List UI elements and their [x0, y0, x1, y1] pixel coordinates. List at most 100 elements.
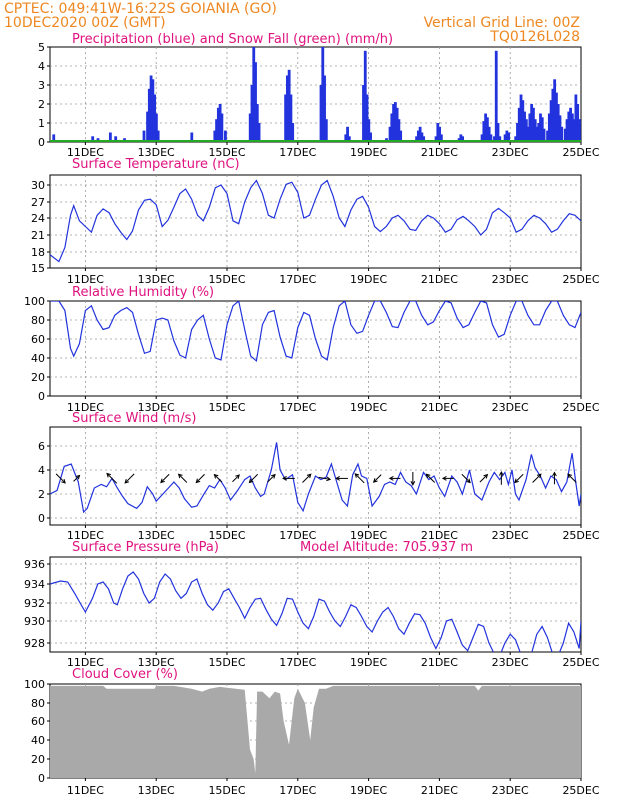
precip-bar [551, 88, 555, 142]
wind-arrow [410, 472, 416, 486]
precip-bar [255, 104, 259, 142]
pressure-ytick-label: 934 [24, 578, 45, 591]
wind-arrow [388, 476, 401, 481]
precip-xtick-label: 17DEC [279, 146, 316, 159]
wind-arrow [267, 473, 276, 483]
wind-arrow [425, 473, 436, 483]
wind-arrow [177, 473, 188, 483]
humidity-xtick-label: 23DEC [492, 401, 529, 414]
temperature-frame [49, 174, 582, 269]
precip-bar [254, 62, 257, 142]
precip-bar [422, 136, 426, 142]
pressure-xtick-label: 21DEC [421, 656, 458, 669]
pressure-annotation: Model Altitude: 705.937 m [300, 540, 473, 555]
precip-bar [485, 117, 489, 142]
temperature-xtick-label: 17DEC [279, 273, 316, 286]
humidity-ytick-label: 0 [38, 390, 45, 403]
precip-bar [108, 132, 112, 142]
precip-bar [393, 102, 397, 142]
precip-bar [516, 123, 519, 142]
wind-ytick-label: 6 [38, 440, 45, 453]
precip-bar [344, 134, 348, 142]
precip-bar [399, 130, 403, 142]
pressure-xtick-label: 19DEC [350, 656, 387, 669]
precip-bar [388, 126, 392, 142]
wind-line [50, 442, 581, 514]
precip-bar [147, 88, 151, 142]
precip-bar [390, 113, 394, 142]
precip-ytick-label: 2 [38, 98, 45, 111]
precip-bar [347, 136, 351, 142]
precip-bar [484, 113, 488, 142]
wind-marks [50, 442, 581, 514]
pressure-ytick-label: 932 [24, 597, 45, 610]
cloud-xtick-label: 17DEC [279, 784, 316, 797]
precip-bar [576, 104, 580, 142]
cloud-ytick-label: 20 [31, 753, 45, 766]
cloud-ytick-label: 100 [24, 678, 45, 691]
temperature-ytick-label: 21 [31, 229, 45, 242]
pressure-marks [50, 571, 581, 652]
wind-arrow [302, 473, 312, 483]
wind-xtick-label: 17DEC [279, 529, 316, 542]
precip-bar [530, 104, 534, 142]
pressure-ytick-label: 936 [24, 558, 45, 571]
station-label: CPTEC: 049:41W-16:22S GOIANIA (GO) [4, 1, 277, 17]
wind-arrow [73, 474, 81, 482]
cloud-xtick-label: 13DEC [138, 784, 175, 797]
precip-bar [574, 94, 578, 142]
precip-bar [284, 94, 288, 142]
wind-frame [49, 426, 582, 526]
precip-bar [362, 85, 365, 142]
precip-bar [565, 119, 569, 142]
wind-arrow [124, 473, 135, 484]
wind-arrow [282, 476, 295, 481]
humidity-title: Relative Humidity (%) [72, 285, 214, 300]
precip-bar [392, 104, 395, 142]
precip-bar [91, 136, 95, 142]
humidity-ytick-label: 40 [31, 352, 45, 365]
temperature-line [50, 179, 581, 263]
precip-bar [546, 130, 549, 142]
precip-bar [461, 136, 465, 142]
humidity-marks [50, 301, 581, 363]
precip-bar [285, 75, 289, 142]
precip-bar [505, 130, 509, 142]
precip-bar [146, 111, 149, 142]
pressure-panel: 928 930 932 934 936 11DEC 13DEC 15DEC 17DEC 19DEC… [24, 540, 600, 669]
wind-xtick-label: 11DEC [67, 529, 104, 542]
precip-panel: 0 1 2 3 4 5 11DEC 13DEC 15DEC 17DEC 19DEC 21DEC 23DE… [38, 32, 600, 159]
precip-bar [250, 85, 254, 142]
wind-arrow [441, 476, 454, 481]
precip-bar [321, 47, 325, 142]
wind-arrow [479, 473, 489, 483]
precip-bar [434, 136, 438, 142]
precip-bar [415, 136, 418, 142]
precip-bar [149, 75, 153, 142]
precip-ytick-label: 0 [38, 136, 45, 149]
precip-bar [556, 104, 560, 142]
wind-arrow [318, 476, 332, 482]
humidity-xtick-label: 25DEC [562, 401, 599, 414]
wind-xtick-label: 21DEC [421, 529, 458, 542]
temperature-panel: 15 18 21 24 27 30 11DEC 13DEC 15DEC 17DEC 19DEC 21D… [31, 157, 600, 286]
precip-bar [535, 126, 539, 142]
humidity-ytick-label: 60 [31, 333, 45, 346]
precip-bar [323, 75, 326, 142]
precip-bar [213, 130, 217, 142]
precip-bar [439, 134, 443, 142]
precip-bar [248, 113, 252, 142]
precip-bar [346, 126, 349, 142]
precip-bar [517, 107, 521, 142]
cloud-xtick-label: 21DEC [421, 784, 458, 797]
temperature-xtick-label: 25DEC [562, 273, 599, 286]
cloud-ytick-label: 40 [31, 734, 45, 747]
cloud-marks [50, 685, 581, 778]
precip-bar [252, 47, 256, 142]
wind-arrow [498, 470, 504, 485]
precip-xtick-label: 15DEC [208, 146, 245, 159]
precip-bar [289, 94, 293, 142]
precip-bar [369, 132, 372, 142]
humidity-xtick-label: 17DEC [279, 401, 316, 414]
pressure-xtick-label: 11DEC [67, 656, 104, 669]
